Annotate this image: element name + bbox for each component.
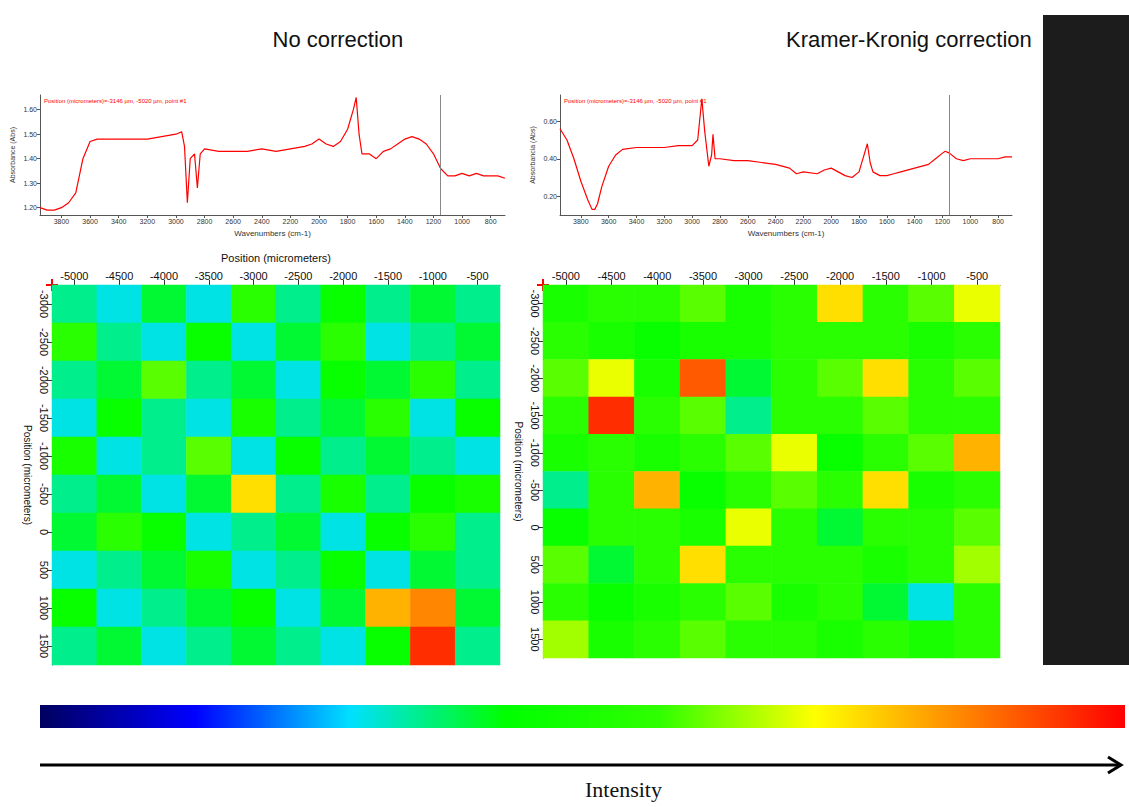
- svg-text:-5000: -5000: [60, 270, 88, 282]
- svg-text:1400: 1400: [907, 218, 923, 225]
- svg-text:-500: -500: [529, 479, 541, 501]
- svg-text:0.60: 0.60: [543, 118, 557, 125]
- svg-text:No correction: No correction: [272, 27, 403, 52]
- svg-text:-4500: -4500: [597, 270, 625, 282]
- svg-text:-500: -500: [966, 270, 988, 282]
- svg-text:-2500: -2500: [284, 270, 312, 282]
- svg-text:1000: 1000: [529, 590, 541, 614]
- svg-text:Position (micrometers): Position (micrometers): [221, 252, 331, 264]
- svg-text:3400: 3400: [111, 218, 127, 225]
- svg-text:1.50: 1.50: [23, 131, 37, 138]
- svg-text:3200: 3200: [140, 218, 156, 225]
- svg-text:-2000: -2000: [529, 364, 541, 392]
- svg-text:-1500: -1500: [374, 270, 402, 282]
- svg-text:1500: 1500: [529, 627, 541, 651]
- svg-text:-3000: -3000: [38, 290, 50, 318]
- svg-text:-1500: -1500: [529, 401, 541, 429]
- svg-text:1.40: 1.40: [23, 155, 37, 162]
- svg-text:1200: 1200: [426, 218, 442, 225]
- svg-text:1000: 1000: [38, 596, 50, 620]
- svg-text:Kramer-Kronig correction: Kramer-Kronig correction: [786, 27, 1032, 52]
- svg-text:-500: -500: [38, 483, 50, 505]
- svg-text:1.30: 1.30: [23, 180, 37, 187]
- svg-text:Absorbance (Abs): Absorbance (Abs): [9, 127, 17, 183]
- svg-text:3800: 3800: [54, 218, 70, 225]
- svg-text:-1000: -1000: [529, 439, 541, 467]
- svg-text:1.60: 1.60: [23, 106, 37, 113]
- svg-text:2800: 2800: [712, 218, 728, 225]
- svg-text:3000: 3000: [684, 218, 700, 225]
- svg-text:1600: 1600: [879, 218, 895, 225]
- svg-text:3000: 3000: [168, 218, 184, 225]
- svg-text:Position (micrometers): Position (micrometers): [22, 425, 33, 525]
- svg-text:Wavenumbers (cm-1): Wavenumbers (cm-1): [748, 229, 825, 238]
- svg-text:2000: 2000: [823, 218, 839, 225]
- svg-text:2200: 2200: [283, 218, 299, 225]
- svg-text:500: 500: [38, 561, 50, 579]
- svg-text:3600: 3600: [82, 218, 98, 225]
- svg-text:Position (micrometers)=-3146 µ: Position (micrometers)=-3146 µm, -5020 µ…: [44, 98, 187, 104]
- svg-text:-1500: -1500: [38, 404, 50, 432]
- svg-text:2200: 2200: [796, 218, 812, 225]
- svg-text:-4500: -4500: [105, 270, 133, 282]
- svg-text:-5000: -5000: [552, 270, 580, 282]
- svg-text:2400: 2400: [254, 218, 270, 225]
- svg-text:3400: 3400: [629, 218, 645, 225]
- svg-text:-2500: -2500: [38, 328, 50, 356]
- svg-text:1600: 1600: [368, 218, 384, 225]
- svg-text:-1000: -1000: [917, 270, 945, 282]
- svg-text:-3000: -3000: [735, 270, 763, 282]
- svg-text:0: 0: [529, 524, 541, 530]
- svg-text:0.40: 0.40: [543, 155, 557, 162]
- svg-text:-2000: -2000: [38, 366, 50, 394]
- svg-text:-3500: -3500: [689, 270, 717, 282]
- svg-text:2600: 2600: [225, 218, 241, 225]
- svg-text:-500: -500: [467, 270, 489, 282]
- svg-text:2800: 2800: [197, 218, 213, 225]
- svg-text:Position (micrometers)=-3146 µ: Position (micrometers)=-3146 µm, -5020 µ…: [564, 98, 707, 104]
- svg-text:0.20: 0.20: [543, 193, 557, 200]
- svg-text:1000: 1000: [454, 218, 470, 225]
- svg-text:800: 800: [992, 218, 1004, 225]
- svg-text:Absorbancia (Abs): Absorbancia (Abs): [529, 126, 537, 184]
- svg-text:500: 500: [529, 556, 541, 574]
- svg-text:3600: 3600: [601, 218, 617, 225]
- svg-text:-2500: -2500: [780, 270, 808, 282]
- svg-text:0: 0: [38, 529, 50, 535]
- svg-text:-2000: -2000: [329, 270, 357, 282]
- svg-text:-3500: -3500: [195, 270, 223, 282]
- svg-text:2000: 2000: [311, 218, 327, 225]
- svg-text:-1000: -1000: [419, 270, 447, 282]
- svg-text:-1500: -1500: [872, 270, 900, 282]
- svg-text:1500: 1500: [38, 634, 50, 658]
- svg-text:-2500: -2500: [529, 327, 541, 355]
- svg-text:-1000: -1000: [38, 442, 50, 470]
- svg-text:3800: 3800: [573, 218, 589, 225]
- svg-text:-3000: -3000: [240, 270, 268, 282]
- svg-text:Wavenumbers (cm-1): Wavenumbers (cm-1): [234, 229, 311, 238]
- svg-text:3200: 3200: [657, 218, 673, 225]
- svg-text:-3000: -3000: [529, 290, 541, 318]
- svg-text:1800: 1800: [851, 218, 867, 225]
- svg-text:1400: 1400: [397, 218, 413, 225]
- svg-text:1000: 1000: [962, 218, 978, 225]
- svg-text:-4000: -4000: [643, 270, 671, 282]
- svg-text:1.20: 1.20: [23, 204, 37, 211]
- svg-text:Intensity: Intensity: [585, 777, 662, 802]
- svg-text:1200: 1200: [935, 218, 951, 225]
- svg-text:Position (micrometers): Position (micrometers): [513, 421, 524, 521]
- svg-text:1800: 1800: [340, 218, 356, 225]
- svg-text:-4000: -4000: [150, 270, 178, 282]
- svg-text:2600: 2600: [740, 218, 756, 225]
- svg-text:800: 800: [485, 218, 497, 225]
- svg-text:-2000: -2000: [826, 270, 854, 282]
- svg-text:2400: 2400: [768, 218, 784, 225]
